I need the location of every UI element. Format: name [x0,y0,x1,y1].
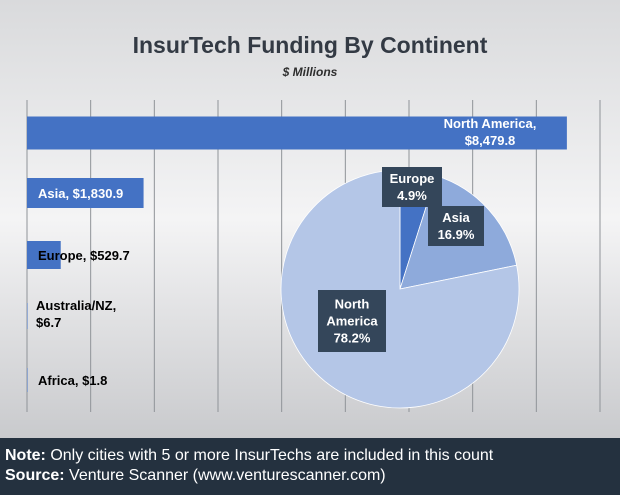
pie-label-box [318,290,386,352]
pie-label-text: North America 78.2% [326,297,378,346]
pie-chart: Europe 4.9%Asia 16.9% North America 78.2% [280,167,520,409]
chart-subtitle: $ Millions [282,65,338,79]
bar-label-asia: Asia, $1,830.9 [38,186,123,201]
pie-label-box [382,167,442,207]
bar-label-africa: Africa, $1.8 [38,373,107,388]
pie-label-text: Europe 4.9% [390,171,435,203]
footer-source: Source: Venture Scanner (www.venturescan… [5,466,620,486]
bar-label-australia-nz: Australia/NZ, $6.7 [36,298,116,330]
bar-australia-nz [27,303,28,329]
footer: Note: Only cities with 5 or more InsurTe… [0,438,620,495]
bar-europe [27,241,61,269]
bar-series: North America, $8,479.8 Asia, $1,830.9 Euro… [27,116,567,392]
source-text: Venture Scanner (www.venturescanner.com) [64,467,386,484]
bar-asia [27,178,144,208]
footer-note: Note: Only cities with 5 or more InsurTe… [5,446,620,466]
pie-label-text: Asia 16.9% [438,210,475,242]
chart-title: InsurTech Funding By Continent [133,32,488,58]
note-label: Note: [5,447,46,464]
chart-frame: InsurTech Funding By Continent $ Million… [0,0,620,438]
pie-label-europe: Europe 4.9% [382,167,442,207]
bar-label-europe: Europe, $529.7 [38,248,130,263]
note-text: Only cities with 5 or more InsurTechs ar… [45,447,494,464]
bar-label-north-america: North America, $8,479.8 [444,116,537,148]
pie-label-asia: Asia 16.9% [428,206,484,246]
chart-canvas: InsurTech Funding By Continent $ Million… [0,0,620,438]
pie-label-north-america: North America 78.2% [318,290,386,352]
bar-north-america [27,116,567,150]
pie-label-box [428,206,484,246]
bar-africa [27,368,28,392]
source-label: Source: [5,467,65,484]
